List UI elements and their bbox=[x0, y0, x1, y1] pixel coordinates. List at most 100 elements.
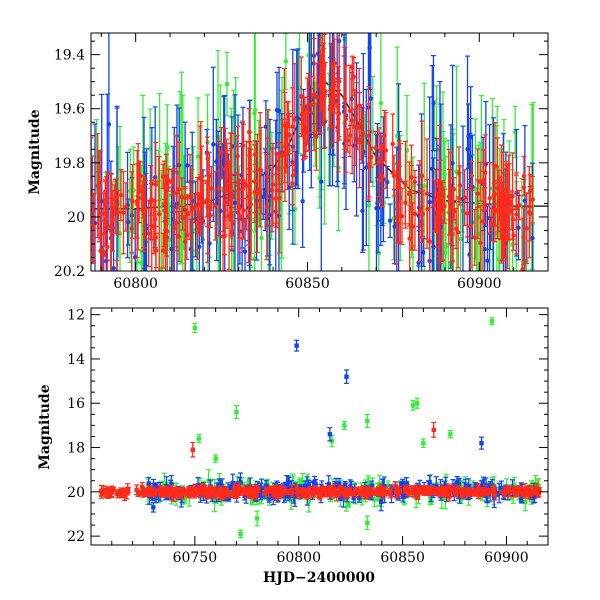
top-data-point bbox=[520, 266, 526, 271]
top-data-point bbox=[219, 150, 224, 155]
top-data-point bbox=[118, 192, 124, 198]
top-data-point bbox=[185, 212, 190, 217]
top-data-point bbox=[453, 226, 459, 231]
top-x-tick-label: 60800 bbox=[113, 276, 158, 292]
top-data-point bbox=[530, 197, 535, 202]
top-data-point bbox=[451, 187, 457, 192]
top-data-point bbox=[455, 230, 461, 235]
top-data-point bbox=[252, 256, 257, 261]
top-data-point bbox=[244, 183, 249, 188]
top-panel-frame bbox=[90, 32, 549, 272]
bottom-data-point bbox=[151, 505, 156, 510]
top-data-point bbox=[491, 193, 497, 198]
bottom-data-point bbox=[264, 483, 269, 488]
top-data-point bbox=[397, 162, 402, 167]
top-data-point bbox=[299, 94, 304, 100]
top-data-point bbox=[269, 187, 275, 193]
top-data-point bbox=[287, 132, 292, 138]
top-data-point bbox=[174, 190, 179, 196]
top-data-point bbox=[348, 133, 353, 138]
bottom-data-point bbox=[230, 480, 235, 486]
bottom-data-point bbox=[306, 483, 312, 488]
top-data-point bbox=[105, 196, 110, 201]
top-data-point bbox=[450, 232, 455, 237]
top-data-point bbox=[290, 173, 296, 178]
bottom-data-point bbox=[505, 491, 511, 496]
top-data-point bbox=[216, 274, 220, 278]
top-data-point bbox=[305, 107, 310, 113]
top-data-point bbox=[433, 197, 439, 203]
top-data-point bbox=[282, 144, 288, 150]
top-data-point bbox=[183, 239, 188, 244]
top-data-point bbox=[211, 142, 216, 147]
top-data-point bbox=[247, 165, 253, 170]
bottom-data-point bbox=[338, 495, 343, 500]
top-data-point bbox=[370, 129, 376, 134]
bottom-data-point bbox=[267, 487, 273, 492]
top-data-point bbox=[146, 231, 151, 236]
bottom-data-point bbox=[259, 496, 264, 501]
bottom-data-point bbox=[434, 483, 439, 489]
top-data-point bbox=[232, 200, 238, 206]
top-data-point bbox=[507, 199, 512, 204]
top-data-point bbox=[179, 194, 185, 200]
top-data-point bbox=[101, 253, 106, 258]
top-data-point bbox=[458, 236, 463, 242]
top-data-point bbox=[336, 111, 342, 116]
top-data-point bbox=[303, 141, 309, 146]
bottom-data-point bbox=[378, 499, 384, 504]
bottom-data-point bbox=[284, 481, 290, 487]
top-data-point bbox=[417, 208, 422, 214]
bottom-data-point bbox=[391, 488, 396, 493]
bottom-data-point bbox=[499, 485, 504, 491]
top-data-point bbox=[516, 225, 521, 230]
top-data-point bbox=[373, 145, 378, 151]
top-data-point bbox=[255, 191, 260, 196]
top-data-point bbox=[419, 173, 425, 179]
top-data-point bbox=[478, 240, 483, 246]
bottom-data-point bbox=[479, 440, 484, 446]
top-data-point bbox=[462, 195, 467, 200]
top-data-point bbox=[263, 124, 269, 129]
top-y-tick-label: 19.6 bbox=[54, 102, 85, 118]
bottom-data-point bbox=[290, 481, 295, 486]
bottom-data-point bbox=[259, 485, 264, 491]
top-data-point bbox=[485, 258, 490, 263]
bottom-data-point bbox=[264, 487, 269, 492]
bottom-data-point bbox=[134, 487, 139, 492]
top-data-point bbox=[351, 74, 357, 79]
top-data-point bbox=[134, 198, 140, 204]
top-data-point bbox=[187, 194, 193, 200]
top-data-point bbox=[197, 195, 203, 200]
top-data-point bbox=[522, 198, 528, 203]
bottom-data-point bbox=[366, 480, 371, 486]
top-data-point bbox=[153, 182, 158, 187]
top-data-point bbox=[527, 210, 532, 215]
top-data-point bbox=[318, 28, 322, 32]
top-data-point bbox=[440, 219, 446, 224]
top-data-point bbox=[235, 171, 240, 177]
top-data-point bbox=[264, 204, 270, 210]
top-data-point bbox=[412, 211, 418, 216]
bottom-data-point bbox=[432, 487, 437, 492]
top-y-tick-label: 19.8 bbox=[54, 156, 85, 172]
top-data-point bbox=[185, 163, 190, 168]
top-data-point bbox=[397, 213, 403, 218]
top-data-point bbox=[261, 194, 266, 199]
top-data-point bbox=[387, 218, 393, 223]
top-data-point bbox=[516, 202, 522, 208]
top-series-2 bbox=[91, 33, 535, 271]
top-data-point bbox=[110, 218, 115, 223]
bottom-series-2 bbox=[98, 421, 542, 503]
top-data-point bbox=[169, 180, 175, 185]
top-data-point bbox=[290, 124, 295, 129]
top-data-point bbox=[425, 207, 430, 212]
top-panel: 60800 60850 60900 19.4 19.6 19.8 20 20.2 Magnit… bbox=[27, 28, 549, 292]
bottom-data-point bbox=[439, 496, 445, 502]
bottom-data-point bbox=[400, 480, 405, 486]
bottom-data-point bbox=[234, 409, 239, 415]
bottom-data-point bbox=[485, 485, 490, 490]
top-data-point bbox=[403, 182, 408, 187]
